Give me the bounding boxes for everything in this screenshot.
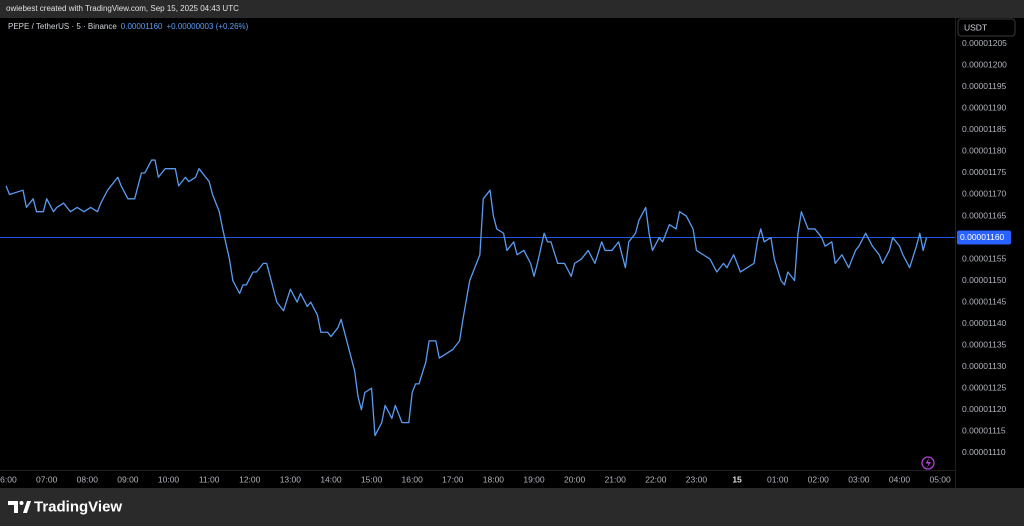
x-tick-label: 11:00 [199, 474, 220, 484]
last-price-label: 0.00001160 [960, 232, 1005, 242]
last-price-box [957, 230, 1011, 245]
x-tick-label: 16:00 [402, 474, 424, 484]
y-tick-label: 0.00001125 [962, 382, 1007, 392]
y-tick-label: 0.00001200 [962, 60, 1007, 70]
y-tick-label: 0.00001135 [962, 339, 1007, 349]
x-tick-label: 06:00 [0, 474, 17, 484]
y-tick-label: 0.00001130 [962, 361, 1007, 371]
logo-mark [8, 501, 18, 513]
header-change: +0.00000003 (+0.26%) [166, 22, 248, 31]
y-tick-label: 0.00001150 [962, 275, 1007, 285]
flash-bolt [925, 458, 931, 468]
x-tick-label: 04:00 [889, 474, 911, 484]
y-tick-label: 0.00001110 [962, 447, 1006, 457]
symbol: PEPE / TetherUS · 5 · Binance [8, 22, 117, 31]
flash-icon[interactable] [921, 456, 935, 470]
x-tick-label: 15 [732, 474, 742, 484]
credit: owiebest created with TradingView.com, S… [6, 4, 239, 13]
x-tick-label: 05:00 [929, 474, 951, 484]
x-tick-label: 02:00 [808, 474, 830, 484]
x-tick-label: 13:00 [280, 474, 302, 484]
y-tick-label: 0.00001180 [962, 146, 1007, 156]
y-tick-label: 0.00001170 [962, 189, 1007, 199]
x-tick-label: 18:00 [483, 474, 505, 484]
logo-dot [19, 501, 24, 505]
logo-slash [23, 501, 31, 513]
brand-logo [8, 501, 31, 513]
chart-background [0, 18, 1024, 488]
x-tick-label: 09:00 [117, 474, 139, 484]
x-tick-label: 15:00 [361, 474, 383, 484]
x-tick-label: 01:00 [767, 474, 789, 484]
x-tick-label: 08:00 [77, 474, 99, 484]
x-tick-label: 17:00 [442, 474, 464, 484]
y-tick-label: 0.00001205 [962, 38, 1007, 48]
y-tick-label: 0.00001140 [962, 318, 1007, 328]
y-tick-label: 0.00001120 [962, 404, 1007, 414]
header-price: 0.00001160 [121, 22, 163, 31]
x-tick-label: 22:00 [645, 474, 667, 484]
y-tick-label: 0.00001115 [962, 426, 1006, 436]
x-tick-label: 20:00 [564, 474, 586, 484]
x-tick-label: 23:00 [686, 474, 708, 484]
y-tick-label: 0.00001195 [962, 81, 1007, 91]
y-tick-label: 0.00001145 [962, 296, 1007, 306]
x-tick-label: 19:00 [523, 474, 545, 484]
y-tick-label: 0.00001155 [962, 253, 1007, 263]
currency-label: USDT [964, 22, 987, 32]
x-tick-label: 07:00 [36, 474, 58, 484]
price-line [5, 159, 928, 437]
y-tick-label: 0.00001190 [962, 103, 1007, 113]
y-tick-label: 0.00001185 [962, 124, 1007, 134]
x-tick-label: 14:00 [320, 474, 342, 484]
currency-box[interactable] [957, 18, 1016, 37]
y-tick-label: 0.00001175 [962, 167, 1007, 177]
y-tick-label: 0.00001165 [962, 210, 1007, 220]
x-tick-label: 12:00 [239, 474, 261, 484]
brand-name: TradingView [34, 498, 122, 515]
x-tick-label: 03:00 [848, 474, 870, 484]
x-tick-label: 21:00 [605, 474, 627, 484]
x-tick-label: 10:00 [158, 474, 180, 484]
